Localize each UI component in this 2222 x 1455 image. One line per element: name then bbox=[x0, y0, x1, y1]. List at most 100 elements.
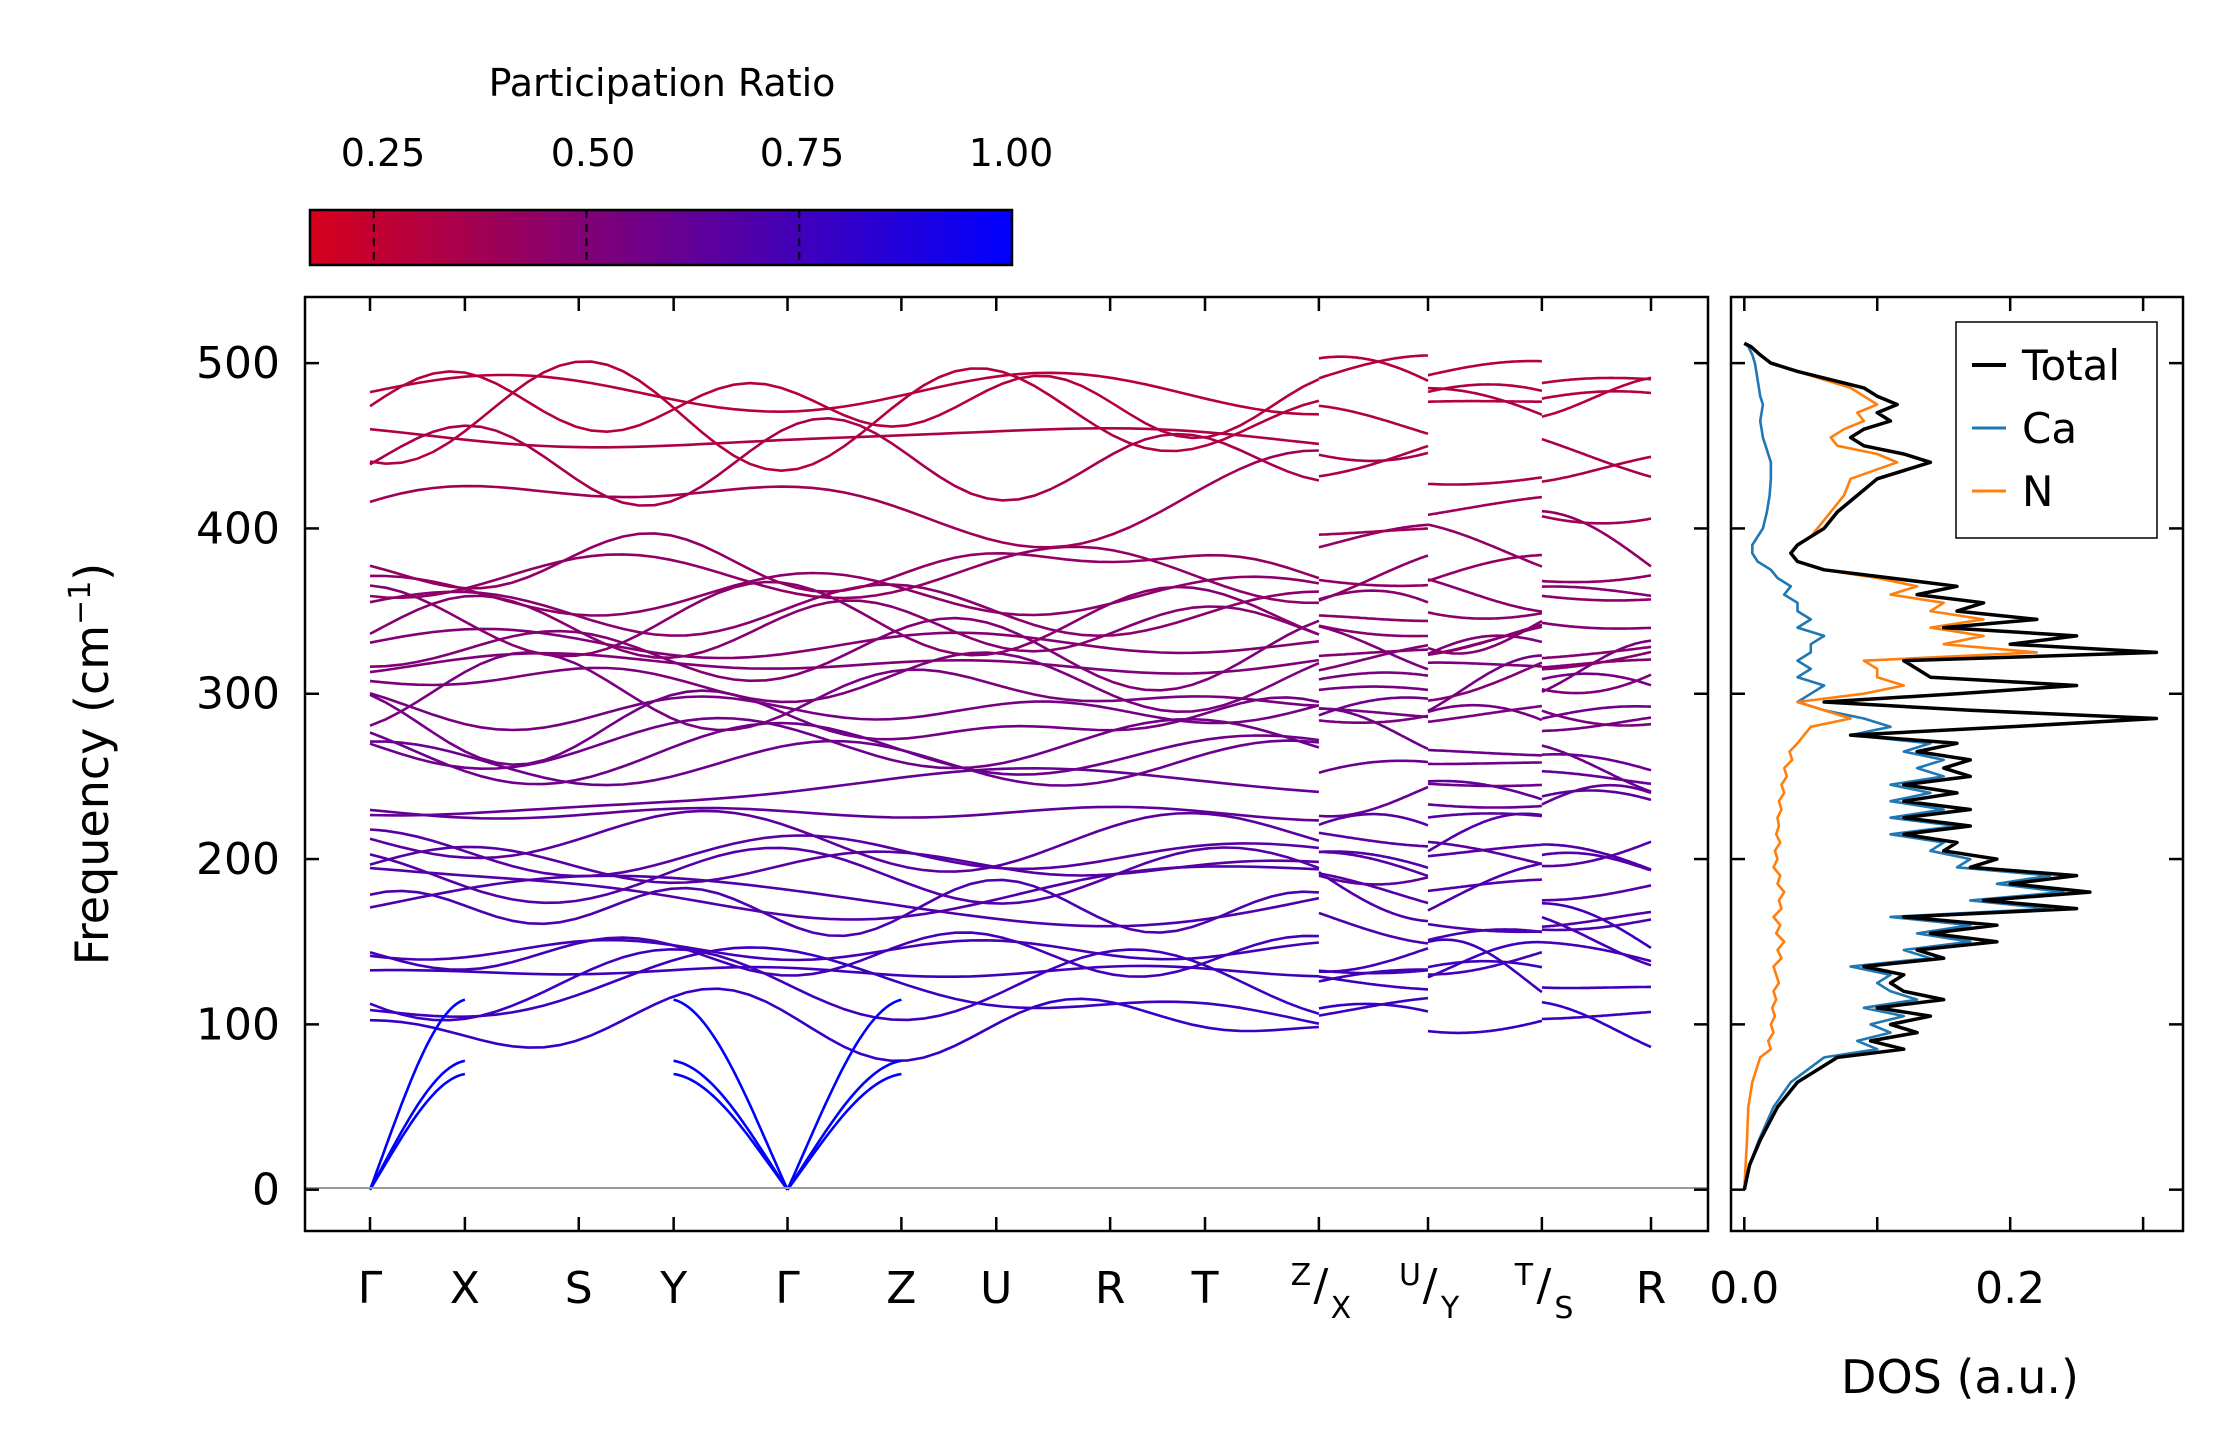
phonon-branch bbox=[1318, 968, 1429, 975]
phonon-branch bbox=[1318, 850, 1429, 869]
phonon-branch bbox=[1427, 748, 1542, 757]
phonon-branch bbox=[369, 716, 1320, 771]
phonon-branch bbox=[1541, 843, 1652, 871]
phonon-branch bbox=[1541, 585, 1652, 598]
phonon-branch bbox=[1318, 812, 1429, 827]
phonon-branch bbox=[1427, 553, 1542, 583]
dos-series-n bbox=[1743, 342, 2039, 1190]
phonon-branch bbox=[1318, 589, 1429, 604]
phonon-branch bbox=[1318, 707, 1429, 719]
colorbar-tick-label: 0.25 bbox=[341, 131, 426, 175]
acoustic-branch bbox=[368, 1072, 466, 1191]
phonon-branch bbox=[1427, 625, 1543, 656]
colorbar-ticks bbox=[372, 210, 801, 265]
dos-x-tick-label: 0.0 bbox=[1709, 1263, 1779, 1314]
y-axis-title-sup: −1 bbox=[63, 581, 98, 625]
phonon-branch bbox=[1541, 650, 1652, 671]
phonon-branch bbox=[1541, 918, 1652, 932]
acoustic-branch bbox=[673, 1059, 789, 1191]
y-tick-label: 500 bbox=[196, 338, 280, 389]
phonon-branch bbox=[1428, 950, 1543, 976]
phonon-branch bbox=[1318, 643, 1429, 672]
phonon-branch bbox=[1541, 509, 1652, 568]
phonon-branch bbox=[369, 878, 1319, 938]
phonon-branch bbox=[369, 449, 1319, 549]
phonon-branch bbox=[369, 651, 1320, 714]
phonon-branch bbox=[1318, 714, 1429, 724]
k-label-sub: X bbox=[1331, 1291, 1352, 1326]
k-label-sub: Y bbox=[1440, 1291, 1460, 1326]
phonon-branch bbox=[369, 865, 1319, 921]
phonon-branch bbox=[1427, 803, 1542, 809]
phonon-branch bbox=[1318, 685, 1429, 692]
k-label: R bbox=[1095, 1263, 1126, 1314]
acoustic-branch bbox=[786, 1059, 902, 1191]
phonon-branch bbox=[369, 580, 1320, 658]
phonon-branch bbox=[1541, 376, 1652, 385]
phonon-branch bbox=[1541, 1000, 1652, 1049]
phonon-branch bbox=[1541, 940, 1652, 963]
phonon-branch bbox=[1427, 634, 1543, 656]
phonon-branch bbox=[369, 721, 1320, 786]
colorbar-tick-label: 0.75 bbox=[760, 131, 845, 175]
dos-curves bbox=[1742, 341, 2159, 1191]
phonon-branch bbox=[369, 571, 1320, 617]
acoustic-branch bbox=[786, 998, 902, 1191]
phonon-branch bbox=[369, 360, 1320, 473]
phonon-branch bbox=[369, 947, 1320, 1022]
phonon-branch bbox=[1428, 761, 1542, 766]
phonon-branch bbox=[1541, 985, 1651, 990]
phonon-branch bbox=[1318, 578, 1429, 588]
phonon-branch bbox=[1427, 611, 1543, 620]
phonon-branch bbox=[1318, 527, 1429, 536]
y-tick-label: 400 bbox=[196, 503, 280, 554]
phonon-branch bbox=[369, 766, 1319, 817]
k-label: X bbox=[450, 1263, 480, 1314]
phonon-branch bbox=[1427, 878, 1542, 893]
phonon-branch bbox=[1427, 959, 1543, 969]
phonon-branch bbox=[369, 627, 1320, 660]
phonon-branch bbox=[1318, 404, 1429, 436]
phonon-branch bbox=[369, 805, 1319, 822]
dos-x-tick-label: 0.2 bbox=[1975, 1263, 2045, 1314]
y-tick-label: 300 bbox=[196, 669, 280, 720]
phonon-branch bbox=[1541, 376, 1652, 418]
phonon-branch bbox=[1318, 355, 1429, 383]
phonon-branch bbox=[1318, 624, 1429, 638]
phonon-branch bbox=[369, 545, 1319, 605]
phonon-branch bbox=[1541, 783, 1652, 806]
k-label-sub: S bbox=[1554, 1291, 1573, 1326]
phonon-branch bbox=[1541, 437, 1652, 478]
phonon-branch bbox=[1541, 840, 1652, 868]
phonon-branch bbox=[1427, 476, 1543, 486]
phonon-branch bbox=[369, 987, 1319, 1063]
phonon-branch bbox=[369, 809, 1320, 873]
phonon-branch bbox=[369, 938, 1320, 962]
acoustic-branch bbox=[673, 998, 789, 1191]
phonon-branch bbox=[1318, 975, 1429, 991]
y-axis-title-end: ) bbox=[65, 563, 119, 581]
phonon-branch bbox=[1541, 390, 1652, 400]
k-label: Γ bbox=[358, 1263, 383, 1314]
k-label: Γ bbox=[775, 1263, 800, 1314]
acoustic-branch bbox=[673, 1072, 789, 1191]
phonon-branch bbox=[1541, 1010, 1652, 1021]
acoustic-branch bbox=[368, 998, 466, 1191]
legend: Total Ca N bbox=[1955, 321, 2158, 539]
phonon-branch bbox=[1427, 862, 1543, 912]
dos-x-axis-title: DOS (a.u.) bbox=[1841, 1350, 2079, 1404]
phonon-branch bbox=[1427, 661, 1543, 702]
phonon-branch bbox=[1427, 840, 1543, 866]
phonon-branch bbox=[1541, 455, 1652, 483]
legend-label-total: Total bbox=[2021, 341, 2120, 390]
k-label-slash: / bbox=[1423, 1260, 1438, 1311]
phonon-branch bbox=[369, 846, 1320, 905]
phonon-branch bbox=[1541, 744, 1652, 793]
k-label: U bbox=[980, 1263, 1012, 1314]
phonon-branch bbox=[1541, 753, 1652, 772]
phonon-branch bbox=[1318, 444, 1429, 478]
colorbar: Participation Ratio 0.25 0.50 0.75 1.00 bbox=[308, 61, 1053, 267]
phonon-branch bbox=[1427, 940, 1542, 979]
